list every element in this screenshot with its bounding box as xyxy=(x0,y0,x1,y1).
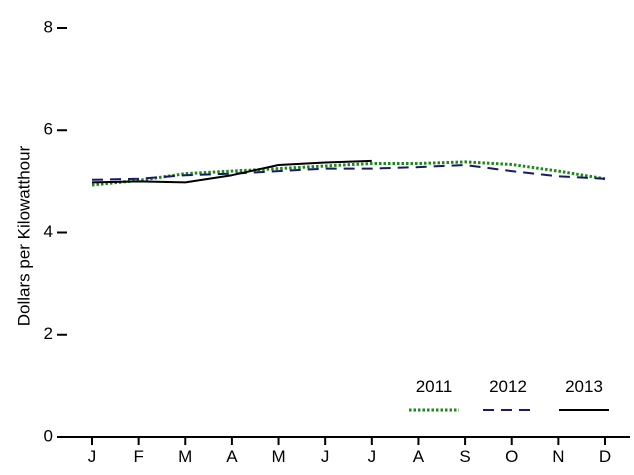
x-tick-label: S xyxy=(459,447,470,466)
series-line-2011 xyxy=(91,160,606,187)
x-tick-label: J xyxy=(368,447,377,466)
series-layer xyxy=(91,159,606,187)
x-tick-label: A xyxy=(226,447,238,466)
y-axis: 0 2 4 6 8 xyxy=(44,17,67,445)
series-line-2013 xyxy=(91,159,372,184)
x-tick-label: J xyxy=(321,447,330,466)
y-tick-label: 0 xyxy=(44,426,53,445)
y-tick-label: 4 xyxy=(44,222,53,241)
y-axis-title: Dollars per Kilowatthour xyxy=(14,145,33,326)
legend-label-2011: 2011 xyxy=(416,377,453,396)
y-tick-label: 6 xyxy=(44,120,53,139)
y-tick-label: 2 xyxy=(44,324,53,343)
x-tick-label: A xyxy=(413,447,425,466)
x-tick-label: O xyxy=(505,447,518,466)
legend-label-2012: 2012 xyxy=(489,377,527,396)
x-tick-label: N xyxy=(552,447,564,466)
x-tick-label: M xyxy=(271,447,285,466)
legend-label-2013: 2013 xyxy=(565,377,603,396)
x-tick-label: J xyxy=(88,447,97,466)
x-tick-label: D xyxy=(599,447,611,466)
legend: 2011 2012 2013 xyxy=(409,377,609,412)
y-tick-label: 8 xyxy=(44,17,53,36)
x-tick-label: M xyxy=(178,447,192,466)
x-tick-label: F xyxy=(133,447,143,466)
series-line-2012 xyxy=(91,164,606,181)
